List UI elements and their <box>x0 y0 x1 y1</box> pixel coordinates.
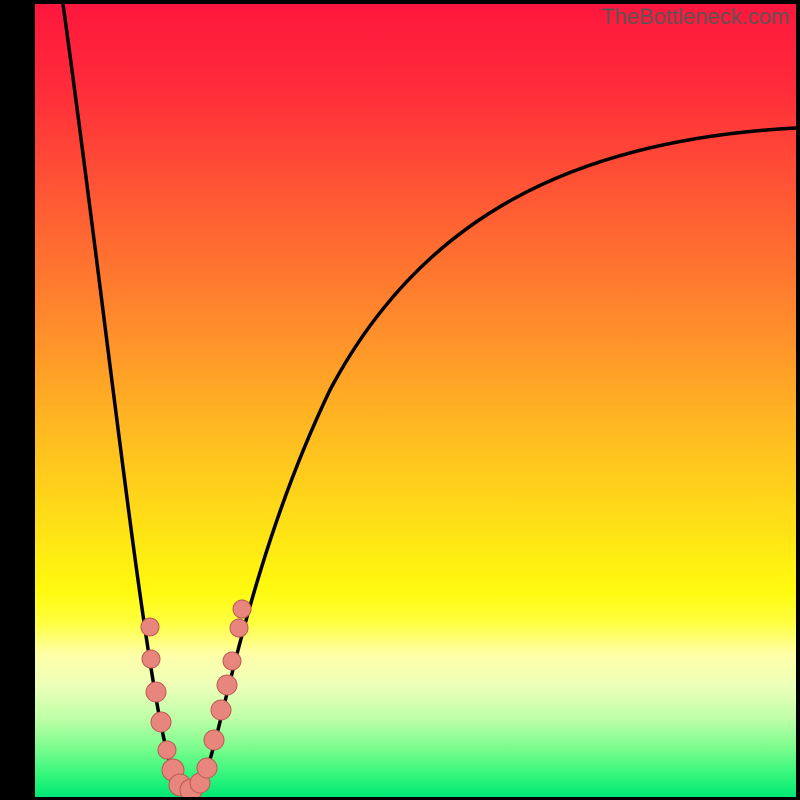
data-point-marker <box>197 758 217 778</box>
chart-container: TheBottleneck.com <box>0 0 800 800</box>
curve-left <box>63 4 188 797</box>
data-point-marker <box>217 675 237 695</box>
data-point-marker <box>158 741 176 759</box>
bottleneck-curve <box>0 0 800 800</box>
data-point-marker <box>223 652 241 670</box>
data-point-marker <box>146 682 166 702</box>
data-markers <box>141 600 251 800</box>
data-point-marker <box>141 618 159 636</box>
data-point-marker <box>204 730 224 750</box>
curve-right <box>188 128 796 797</box>
data-point-marker <box>230 619 248 637</box>
data-point-marker <box>233 600 251 618</box>
data-point-marker <box>142 650 160 668</box>
data-point-marker <box>211 700 231 720</box>
data-point-marker <box>151 712 171 732</box>
watermark-text: TheBottleneck.com <box>602 4 790 30</box>
